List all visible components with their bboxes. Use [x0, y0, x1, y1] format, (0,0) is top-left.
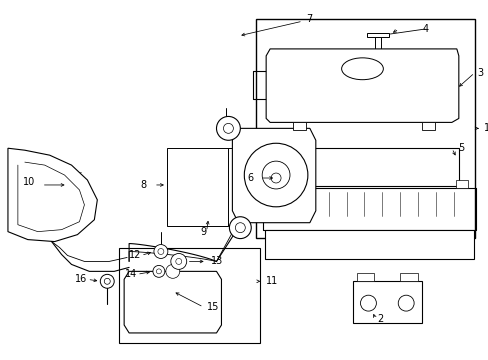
- Circle shape: [170, 253, 186, 269]
- Circle shape: [262, 161, 289, 189]
- Circle shape: [156, 269, 161, 274]
- Polygon shape: [271, 164, 280, 192]
- Text: 1: 1: [483, 123, 488, 133]
- Ellipse shape: [341, 58, 383, 80]
- Polygon shape: [366, 33, 388, 37]
- Text: 15: 15: [206, 302, 219, 312]
- Polygon shape: [232, 129, 315, 223]
- Polygon shape: [356, 273, 374, 281]
- Circle shape: [229, 217, 251, 239]
- Circle shape: [216, 116, 240, 140]
- Text: 8: 8: [141, 180, 147, 190]
- Text: 3: 3: [477, 68, 483, 78]
- Circle shape: [270, 173, 281, 183]
- Text: 4: 4: [421, 24, 427, 34]
- Polygon shape: [267, 148, 458, 186]
- Polygon shape: [124, 271, 221, 333]
- Bar: [119, 248, 260, 343]
- Text: 5: 5: [457, 143, 463, 153]
- Polygon shape: [270, 180, 283, 188]
- Circle shape: [100, 274, 114, 288]
- Polygon shape: [262, 174, 289, 182]
- Text: 9: 9: [200, 227, 206, 237]
- Text: 12: 12: [128, 251, 141, 261]
- Text: 14: 14: [124, 269, 137, 279]
- Polygon shape: [352, 281, 421, 323]
- Circle shape: [154, 244, 167, 258]
- Bar: [256, 19, 474, 238]
- Polygon shape: [421, 122, 434, 130]
- Circle shape: [165, 264, 180, 278]
- Text: 11: 11: [265, 276, 278, 286]
- Polygon shape: [264, 230, 473, 260]
- Circle shape: [158, 248, 163, 255]
- Text: 10: 10: [22, 177, 35, 187]
- Polygon shape: [375, 37, 381, 51]
- Circle shape: [153, 265, 164, 277]
- Circle shape: [104, 278, 110, 284]
- Text: 2: 2: [377, 314, 383, 324]
- Text: 16: 16: [75, 274, 87, 284]
- Text: 13: 13: [210, 256, 223, 266]
- Polygon shape: [455, 180, 467, 188]
- Polygon shape: [292, 122, 305, 130]
- Text: 6: 6: [246, 173, 253, 183]
- Circle shape: [244, 143, 307, 207]
- Circle shape: [175, 258, 182, 264]
- Bar: [166, 148, 228, 226]
- Circle shape: [360, 295, 376, 311]
- Circle shape: [223, 123, 233, 133]
- Polygon shape: [8, 148, 97, 242]
- Polygon shape: [399, 273, 417, 281]
- Circle shape: [397, 295, 413, 311]
- Text: 7: 7: [305, 14, 311, 24]
- Polygon shape: [265, 49, 458, 122]
- Circle shape: [235, 223, 245, 233]
